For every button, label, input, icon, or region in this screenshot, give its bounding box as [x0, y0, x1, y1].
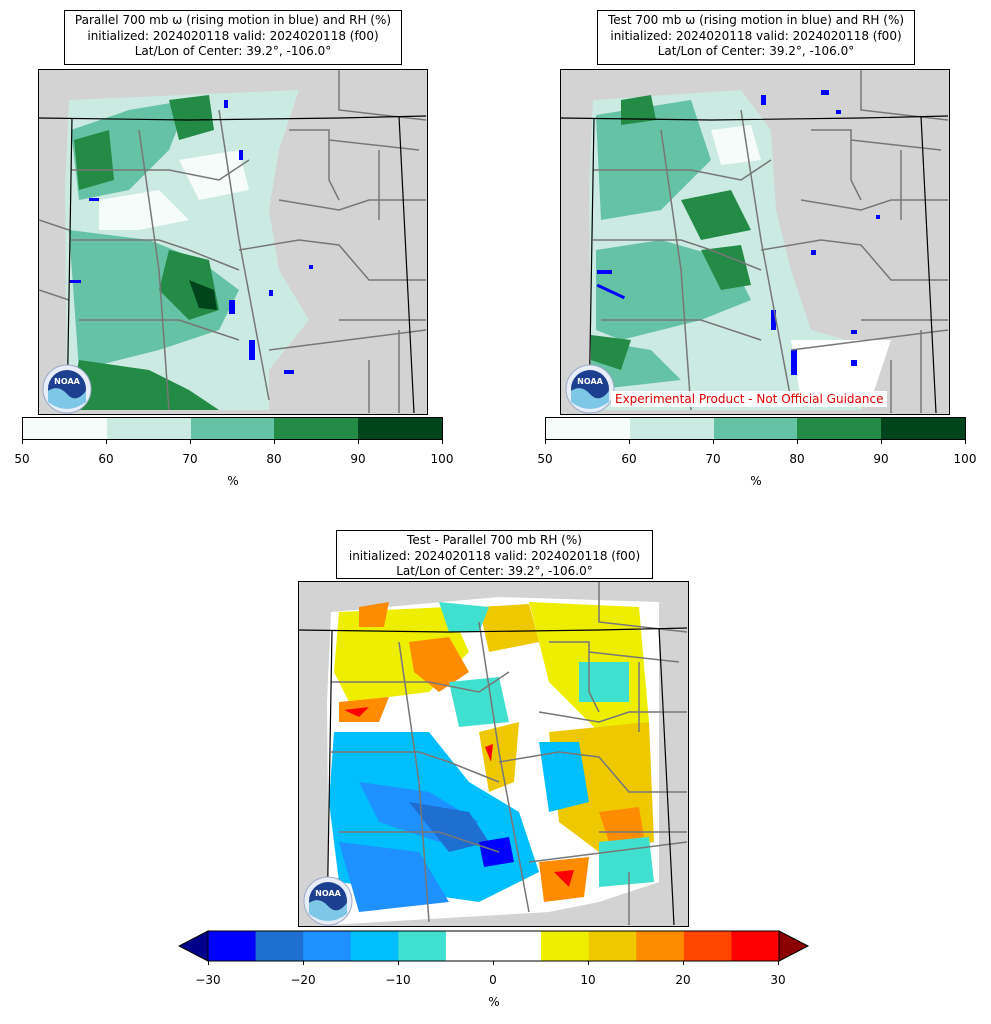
diff-colorbar-band — [208, 931, 257, 961]
diff-colorbar-band — [588, 931, 637, 961]
diff-colorbar-over-arrow — [778, 930, 810, 962]
parallel-rh-colorbar-band-80-90 — [274, 418, 359, 439]
test-title-box: Test 700 mb ω (rising motion in blue) an… — [597, 10, 915, 65]
diff-title-line3: Lat/Lon of Center: 39.2°, -106.0° — [396, 564, 593, 578]
test-noaa-logo-text: NOAA — [577, 377, 603, 386]
test-rh-tick-50: 50 — [537, 452, 553, 466]
parallel-rh-tick-60: 60 — [98, 452, 114, 466]
parallel-rh-colorbar-band-90-100 — [358, 418, 442, 439]
diff-colorbar-band — [731, 931, 780, 961]
test-rh-colorbar-band-50-60 — [546, 418, 630, 439]
diff-colorbar-band — [683, 931, 732, 961]
diff-title-line2: initialized: 2024020118 valid: 202402011… — [348, 548, 641, 563]
parallel-rh-colorbar — [22, 417, 443, 440]
test-rh-colorbar-band-90-100 — [881, 418, 965, 439]
test-rh-tick-70: 70 — [705, 452, 721, 466]
diff-colorbar-under-arrow — [178, 930, 209, 962]
test-noaa-logo: NOAA — [565, 364, 615, 414]
diff-title-box: Test - Parallel 700 mb RH (%) initialize… — [336, 530, 653, 579]
parallel-rh-tick-100: 100 — [430, 452, 454, 466]
diff-tick-minus10: −10 — [385, 973, 411, 987]
test-rh-map — [560, 69, 950, 415]
diff-colorbar-band — [493, 931, 542, 961]
parallel-title-line2: initialized: 2024020118 valid: 202402011… — [87, 28, 379, 43]
test-rh-tick-90: 90 — [873, 452, 889, 466]
parallel-rh-tick-80: 80 — [266, 452, 282, 466]
parallel-rh-colorbar-band-60-70 — [106, 418, 191, 439]
diff-noaa-logo: NOAA — [303, 876, 353, 926]
diff-tick-10: 10 — [580, 973, 596, 987]
parallel-title-box: Parallel 700 mb ω (rising motion in blue… — [64, 10, 402, 65]
parallel-rh-tick-50: 50 — [14, 452, 30, 466]
test-rh-tick-60: 60 — [621, 452, 637, 466]
test-title-line1: Test 700 mb ω (rising motion in blue) an… — [607, 13, 905, 27]
test-title-line2: initialized: 2024020118 valid: 202402011… — [610, 28, 902, 43]
diff-noaa-logo-text: NOAA — [315, 889, 341, 898]
diff-colorbar — [178, 930, 810, 962]
diff-colorbar-band — [303, 931, 352, 961]
diff-rh-map — [298, 581, 689, 927]
parallel-title-line1: Parallel 700 mb ω (rising motion in blue… — [74, 13, 392, 27]
test-rh-tick-80: 80 — [789, 452, 805, 466]
test-rh-colorbar-band-80-90 — [797, 418, 882, 439]
diff-colorbar-band — [255, 931, 304, 961]
diff-tick-30: 30 — [770, 973, 786, 987]
test-rh-unit: % — [750, 474, 762, 488]
parallel-rh-tick-70: 70 — [182, 452, 198, 466]
parallel-rh-tick-90: 90 — [350, 452, 366, 466]
test-rh-colorbar — [545, 417, 966, 440]
parallel-rh-map — [38, 69, 428, 415]
parallel-noaa-logo: NOAA — [42, 364, 92, 414]
parallel-rh-colorbar-band-50-60 — [23, 418, 107, 439]
diff-colorbar-band — [445, 931, 494, 961]
experimental-disclaimer: Experimental Product - Not Official Guid… — [611, 391, 888, 407]
parallel-noaa-logo-text: NOAA — [54, 377, 80, 386]
diff-tick-minus20: −20 — [290, 973, 316, 987]
parallel-rh-colorbar-band-70-80 — [190, 418, 275, 439]
diff-tick-0: 0 — [489, 973, 497, 987]
test-rh-tick-100: 100 — [953, 452, 977, 466]
diff-unit: % — [488, 995, 500, 1009]
diff-tick-20: 20 — [675, 973, 691, 987]
diff-colorbar-band — [350, 931, 399, 961]
parallel-title-line3: Lat/Lon of Center: 39.2°, -106.0° — [134, 44, 332, 58]
diff-title-line1: Test - Parallel 700 mb RH (%) — [407, 533, 582, 547]
parallel-rh-unit: % — [227, 474, 239, 488]
test-title-line3: Lat/Lon of Center: 39.2°, -106.0° — [657, 44, 855, 58]
test-rh-colorbar-band-60-70 — [629, 418, 714, 439]
diff-colorbar-band — [541, 931, 590, 961]
diff-colorbar-band — [398, 931, 447, 961]
diff-colorbar-band — [636, 931, 685, 961]
diff-tick-minus30: −30 — [195, 973, 221, 987]
test-rh-colorbar-band-70-80 — [713, 418, 798, 439]
